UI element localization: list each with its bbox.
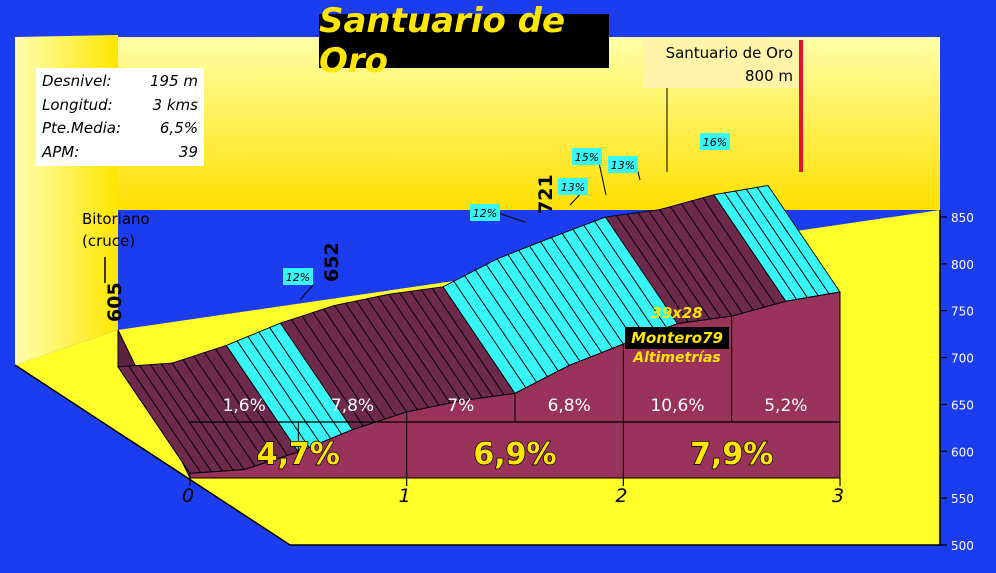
y-tick-label: 750 <box>951 305 974 319</box>
stats-box: Desnivel: 195 m Longitud: 3 kms Pte.Media:… <box>36 68 204 166</box>
y-tick-label: 700 <box>951 352 974 366</box>
gear-ratio: 39x28 <box>651 304 703 322</box>
half-km-grade-label: 10,6% <box>650 396 704 416</box>
y-tick-label: 800 <box>951 258 974 272</box>
stat-row: Longitud: 3 kms <box>42 95 198 114</box>
x-tick-label: 1 <box>399 485 411 507</box>
ramp-label: 16% <box>703 136 727 149</box>
ramp-leader-line <box>299 284 314 301</box>
half-km-grade-label: 7% <box>447 396 474 416</box>
ramp-label-box <box>470 204 500 221</box>
ramp-label-box <box>572 148 602 165</box>
ramp-label: 15% <box>575 151 599 164</box>
ramp-leader-line <box>497 212 526 223</box>
x-axis: 0 1 2 3 <box>182 478 844 507</box>
ramp-label: 13% <box>561 181 585 194</box>
credit-subtitle: Altimetrías <box>633 350 721 366</box>
half-km-grade-label: 1,6% <box>223 396 266 416</box>
floor-front-edge <box>14 364 291 546</box>
altitude-label: 652 <box>321 242 343 282</box>
stat-row: Desnivel: 195 m <box>42 72 198 90</box>
elevation-profile <box>117 40 841 479</box>
x-tick-label: 3 <box>832 485 844 507</box>
stat-row: Pte.Media: 6,5% <box>42 119 198 137</box>
summit-name: Santuario de Oro <box>665 44 793 62</box>
km-grade-label: 4,7% <box>257 437 340 472</box>
y-tick-label: 600 <box>951 445 974 459</box>
grade-band: 1,6% 7,8% 7% 6,8% 10,6% 5,2% 4,7% 6,9% 7,9% <box>190 396 840 473</box>
y-tick-label: 850 <box>951 211 974 225</box>
start-point-label: Bitoriano (cruce) <box>82 210 150 250</box>
credit-block: 39x28 Montero79 Altimetrías <box>622 303 732 366</box>
ramp-label: 12% <box>473 207 497 220</box>
ramp-label-box <box>608 156 638 173</box>
km-grade-label: 6,9% <box>473 437 556 472</box>
ramp-label-box <box>283 268 313 285</box>
y-axis: 500 550 600 650 700 750 800 850 <box>940 211 974 553</box>
y-tick-label: 500 <box>951 539 974 553</box>
ramp-label-box <box>558 178 588 195</box>
ramp-label-box <box>700 133 730 150</box>
stat-row: APM: 39 <box>42 142 198 161</box>
x-tick-label: 0 <box>182 485 194 507</box>
y-tick-label: 550 <box>951 492 974 506</box>
altitude-label: 605 <box>104 282 126 322</box>
half-km-grade-label: 5,2% <box>764 396 807 416</box>
km-grade-label: 7,9% <box>690 437 773 472</box>
half-km-grade-label: 6,8% <box>548 396 591 416</box>
chart-title: Santuario de Oro <box>319 1 609 81</box>
ramp-label: 13% <box>611 159 635 172</box>
summit-altitude: 800 m <box>744 67 793 85</box>
half-km-grade-label: 7,8% <box>331 396 374 416</box>
x-tick-label: 2 <box>615 485 627 507</box>
author-credit: Montero79 <box>625 327 729 349</box>
profile-annotations: 605 652 721 12% 12% 13% 15% 13% 16% <box>104 133 730 322</box>
altitude-label: 721 <box>535 174 557 214</box>
y-tick-label: 650 <box>951 398 974 412</box>
ramp-label: 12% <box>286 271 310 284</box>
summit-label-box: Santuario de Oro 800 m <box>643 40 799 88</box>
